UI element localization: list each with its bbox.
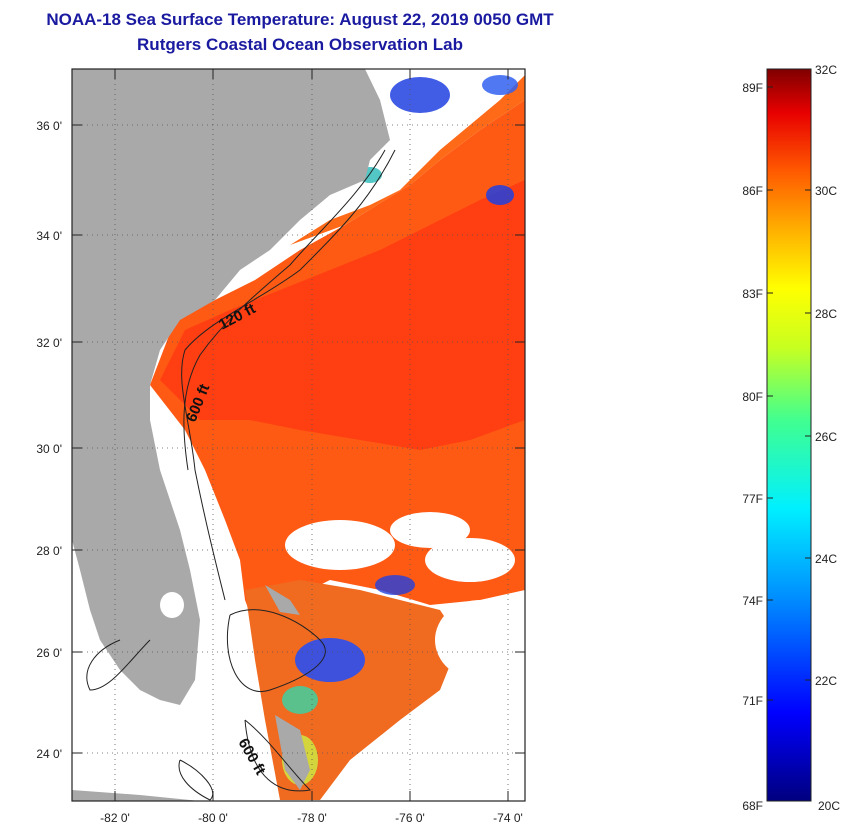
- lon-label: -82 0': [100, 811, 130, 825]
- lat-label: 32 0': [36, 336, 62, 350]
- colorbar-f-label: 71F: [742, 694, 763, 708]
- island: [72, 790, 200, 801]
- map-area: [72, 69, 525, 801]
- cloud-patch: [285, 520, 395, 570]
- lat-label: 34 0': [36, 229, 62, 243]
- colorbar-f-label: 68F: [742, 799, 763, 813]
- lat-label: 28 0': [36, 544, 62, 558]
- cool-patch: [390, 77, 450, 113]
- colorbar-f-label: 80F: [742, 390, 763, 404]
- map-title: NOAA-18 Sea Surface Temperature: August …: [46, 10, 554, 29]
- colorbar-ticks: [767, 68, 811, 701]
- lake-okeechobee: [160, 592, 184, 618]
- cool-patch: [282, 686, 318, 714]
- colorbar-celsius-labels: 32C 30C 28C 26C 24C 22C 20C: [815, 63, 840, 813]
- colorbar-fahrenheit-labels: 89F 86F 83F 80F 77F 74F 71F 68F: [742, 81, 763, 813]
- colorbar-c-label: 26C: [815, 430, 837, 444]
- map-frame: [71, 68, 526, 802]
- colorbar-f-label: 83F: [742, 287, 763, 301]
- island: [275, 715, 310, 790]
- bathymetry-contours: [86, 149, 396, 801]
- cloud-patch: [435, 600, 525, 680]
- colorbar-gradient: [766, 68, 812, 802]
- lon-label: -74 0': [493, 811, 523, 825]
- island: [265, 585, 300, 615]
- cool-patch: [295, 638, 365, 682]
- sst-hot-region: [160, 180, 525, 450]
- map-ticks: [72, 69, 525, 801]
- cool-patch: [482, 75, 518, 95]
- colorbar-c-label: 20C: [818, 799, 840, 813]
- lat-label: 24 0': [36, 747, 62, 761]
- colorbar-c-label: 22C: [815, 674, 837, 688]
- cool-patch: [486, 185, 514, 205]
- colorbar-c-label: 28C: [815, 307, 837, 321]
- cloud-patch: [425, 538, 515, 582]
- colorbar: 89F 86F 83F 80F 77F 74F 71F 68F 32C 30C …: [742, 63, 840, 813]
- longitude-labels: -82 0' -80 0' -78 0' -76 0' -74 0': [100, 811, 523, 825]
- colorbar-c-label: 24C: [815, 552, 837, 566]
- cool-patch: [375, 575, 415, 595]
- colorbar-f-label: 74F: [742, 594, 763, 608]
- colorbar-f-label: 77F: [742, 492, 763, 506]
- colorbar-c-label: 30C: [815, 184, 837, 198]
- lat-label: 30 0': [36, 442, 62, 456]
- map-subtitle: Rutgers Coastal Ocean Observation Lab: [137, 35, 463, 54]
- colorbar-f-label: 89F: [742, 81, 763, 95]
- colorbar-f-label: 86F: [742, 184, 763, 198]
- graticule: [72, 69, 525, 801]
- latitude-labels: 36 0' 34 0' 32 0' 30 0' 28 0' 26 0' 24 0…: [36, 119, 62, 761]
- land-mass: [72, 69, 390, 705]
- lon-label: -78 0': [297, 811, 327, 825]
- lon-label: -76 0': [395, 811, 425, 825]
- colorbar-c-label: 32C: [815, 63, 837, 77]
- lat-label: 36 0': [36, 119, 62, 133]
- lon-label: -80 0': [198, 811, 228, 825]
- lat-label: 26 0': [36, 646, 62, 660]
